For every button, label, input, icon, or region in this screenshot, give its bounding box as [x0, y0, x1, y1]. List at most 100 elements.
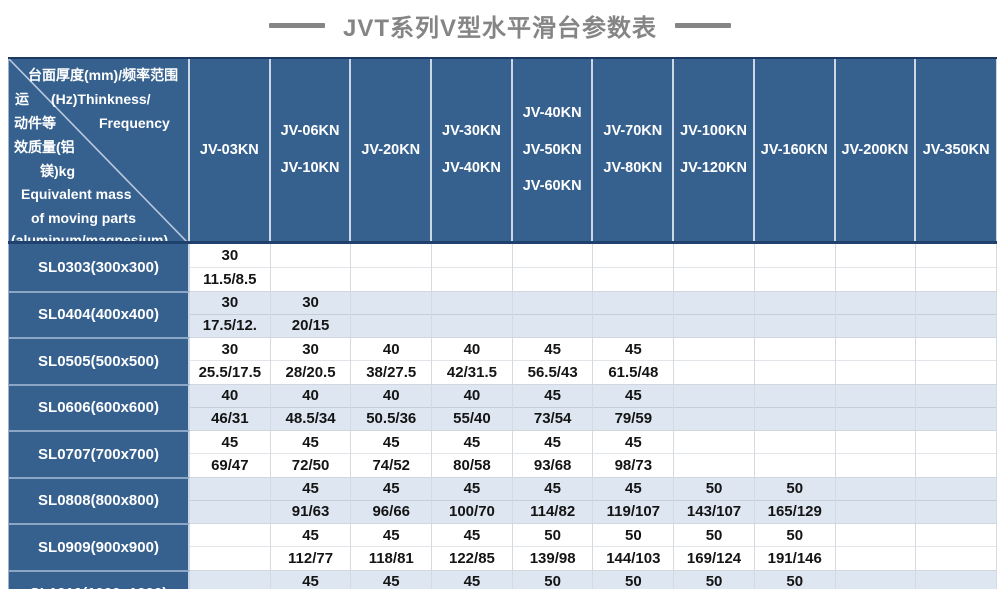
thickness-value: 45 [432, 571, 512, 589]
data-cell [916, 290, 997, 337]
corner-text: 运 [15, 91, 29, 107]
data-cell [190, 569, 271, 589]
data-cell [754, 337, 836, 384]
mass-value: 28/20.5 [285, 363, 336, 381]
data-cell [835, 337, 917, 384]
mass-value: 20/15 [291, 317, 330, 335]
thickness-value [593, 244, 674, 268]
thickness-value: 40 [351, 385, 432, 408]
corner-text: 镁)kg [40, 163, 75, 179]
thickness-value [835, 478, 916, 501]
mass-value [593, 268, 673, 291]
thickness-value: 40 [432, 385, 512, 408]
mass-value [190, 547, 270, 569]
data-cell [835, 569, 917, 589]
thickness-value [916, 385, 996, 408]
thickness-value [916, 292, 996, 315]
data-cell: 45 79/59 [593, 383, 675, 430]
mass-value [755, 361, 835, 383]
mass-value: 25.5/17.5 [198, 363, 262, 381]
data-cell: 45 61.5/48 [593, 337, 675, 384]
table-row: SL0606(600x600) 40 46/31 40 48.5/34 40 50.5/36… [8, 383, 997, 430]
data-cell [674, 337, 755, 384]
mass-value: 119/107 [606, 503, 661, 521]
diagonal-divider [9, 59, 188, 241]
thickness-value [190, 478, 270, 501]
data-cell [916, 244, 997, 291]
data-cell [432, 244, 513, 291]
data-cell [916, 430, 997, 477]
data-cell [432, 290, 513, 337]
thickness-value [835, 431, 916, 455]
data-cell [916, 569, 997, 589]
data-cell: 45 100/70 [432, 476, 513, 523]
mass-value: 91/63 [291, 503, 330, 521]
mass-value [674, 361, 754, 383]
thickness-value [674, 244, 754, 268]
column-header: JV-06KN JV-10KN [270, 59, 352, 241]
mass-value [836, 268, 916, 291]
mass-value: 72/50 [291, 456, 330, 474]
row-label: SL0909(900x900) [8, 523, 190, 570]
mass-value [916, 361, 996, 383]
data-cell [916, 523, 997, 570]
thickness-value: 45 [593, 338, 674, 362]
data-cell: 45 91/63 [270, 476, 352, 523]
mass-value: 79/59 [614, 410, 653, 428]
mass-value [674, 268, 754, 291]
thickness-value: 45 [271, 571, 351, 589]
data-cell: 40 48.5/34 [270, 383, 352, 430]
mass-value [755, 408, 835, 430]
mass-value: 118/81 [368, 549, 414, 567]
thickness-value [916, 524, 996, 548]
data-cell [593, 244, 675, 291]
thickness-value: 45 [432, 431, 512, 455]
thickness-value [916, 478, 996, 501]
thickness-value [916, 431, 996, 455]
mass-value: 122/85 [449, 549, 495, 567]
data-cell: 45 93/68 [512, 430, 594, 477]
thickness-value: 50 [512, 524, 593, 548]
thickness-value: 45 [512, 385, 593, 408]
thickness-value [270, 244, 351, 268]
table-row: SL0505(500x500) 30 25.5/17.5 30 28/20.5 40 38/… [8, 337, 997, 384]
thickness-value [754, 431, 835, 455]
thickness-value [512, 244, 593, 268]
data-cell [674, 383, 755, 430]
mass-value: 11.5/8.5 [203, 270, 257, 288]
thickness-value: 45 [190, 431, 270, 455]
thickness-value [835, 338, 916, 362]
thickness-value: 50 [593, 571, 673, 589]
data-cell: 45 69/47 [190, 430, 271, 477]
table-row: SL0404(400x400) 30 17.5/12. 30 20/15 [8, 290, 997, 337]
table-row: SL0303(300x300) 30 11.5/8.5 [8, 244, 997, 291]
title-dash-left [268, 22, 325, 28]
data-cell [190, 523, 271, 570]
mass-value [513, 315, 593, 337]
data-cell [835, 290, 917, 337]
data-cell [674, 244, 755, 291]
mass-value [836, 547, 916, 569]
mass-value [351, 268, 431, 291]
mass-value: 50.5/36 [366, 410, 417, 428]
row-label: SL0606(600x600) [8, 383, 190, 430]
data-cell: 50 [593, 569, 675, 589]
mass-value: 165/129 [767, 503, 822, 521]
thickness-value: 50 [755, 571, 835, 589]
thickness-value: 30 [190, 338, 270, 362]
thickness-value [916, 571, 996, 589]
corner-text: of moving parts [31, 210, 137, 226]
data-cell [674, 430, 755, 477]
thickness-value: 45 [593, 431, 674, 455]
mass-value: 48.5/34 [285, 410, 336, 428]
data-cell: 45 122/85 [432, 523, 513, 570]
thickness-value [432, 292, 512, 315]
row-label: SL1010(1000x1000) [8, 569, 190, 589]
thickness-value: 45 [512, 338, 593, 362]
thickness-value: 45 [351, 478, 432, 501]
mass-value [916, 408, 996, 430]
corner-text: 台面厚度(mm)/频率范围 [28, 67, 179, 83]
data-cell: 40 55/40 [432, 383, 513, 430]
data-cell [593, 290, 675, 337]
thickness-value: 50 [674, 524, 754, 548]
